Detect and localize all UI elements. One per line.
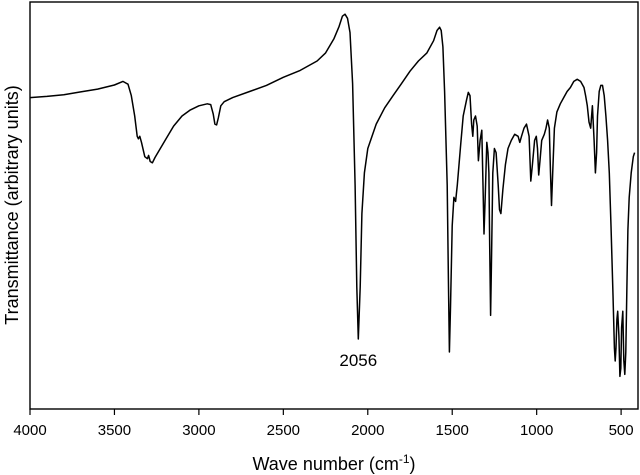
peak-annotation: 2056 — [339, 351, 377, 370]
x-tick-label: 3000 — [182, 422, 215, 439]
plot-frame — [29, 1, 639, 410]
x-tick-label: 1000 — [520, 422, 553, 439]
x-tick-label: 4000 — [13, 422, 46, 439]
x-axis-title: Wave number (cm-1) — [252, 452, 415, 474]
x-tick-label: 500 — [609, 422, 634, 439]
x-tick-label: 2500 — [267, 422, 300, 439]
x-ticks: 4000 3500 3000 2500 2000 1500 1000 500 — [13, 409, 634, 439]
plot-layer — [29, 13, 636, 378]
x-tick-label: 1500 — [436, 422, 469, 439]
x-tick-label: 3500 — [98, 422, 131, 439]
x-tick-label: 2000 — [351, 422, 384, 439]
y-axis-title: Transmittance (arbitrary units) — [2, 85, 22, 324]
spectrum-line-0 — [29, 13, 636, 378]
